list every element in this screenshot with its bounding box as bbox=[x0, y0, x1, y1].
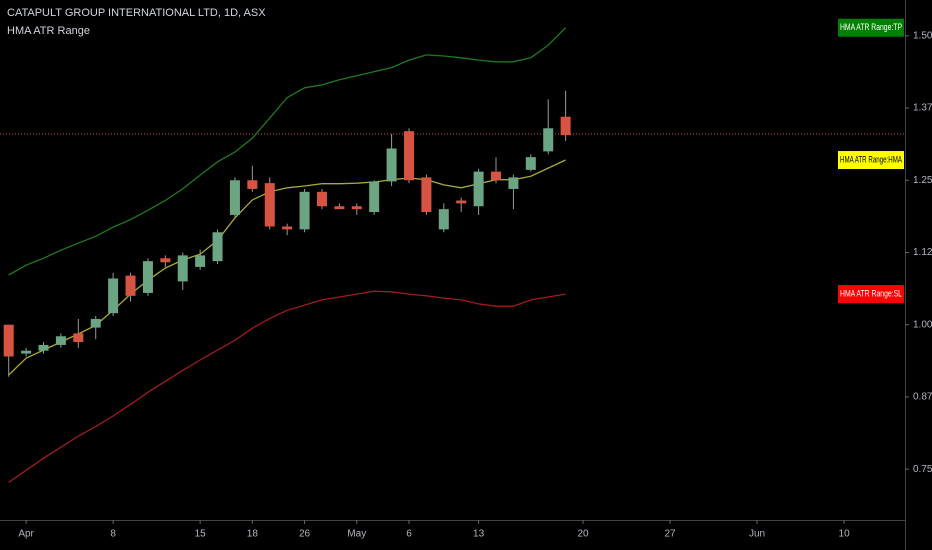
x-tick-label: 15 bbox=[195, 529, 207, 540]
candle-body bbox=[438, 209, 449, 230]
indicator-label-box bbox=[838, 151, 904, 170]
candle-body bbox=[456, 200, 467, 204]
candle-body bbox=[316, 191, 327, 207]
candle-body bbox=[195, 255, 206, 267]
candle-body bbox=[73, 333, 84, 343]
x-tick-label: Jun bbox=[749, 529, 765, 540]
indicator-line bbox=[8, 159, 566, 376]
candle-body bbox=[473, 171, 484, 207]
candle-body bbox=[525, 157, 536, 170]
y-tick-label: 1.250 bbox=[913, 175, 932, 186]
indicator-label: HMA ATR Range:HMA bbox=[840, 154, 902, 164]
x-tick-label: 6 bbox=[406, 529, 412, 540]
candle-body bbox=[177, 255, 188, 282]
y-tick-label: 0.750 bbox=[913, 464, 932, 475]
candle-body bbox=[351, 206, 362, 210]
candle-body bbox=[299, 191, 310, 230]
candle-body bbox=[369, 181, 380, 213]
candle-body bbox=[491, 171, 502, 181]
x-tick-label: 18 bbox=[247, 529, 259, 540]
x-tick-label: 10 bbox=[839, 529, 851, 540]
candle-body bbox=[125, 275, 136, 296]
candle-body bbox=[229, 180, 240, 215]
y-tick-label: 0.875 bbox=[913, 392, 932, 403]
indicator-line bbox=[8, 27, 567, 276]
candle-body bbox=[508, 177, 519, 189]
x-tick-label: 20 bbox=[577, 529, 589, 540]
x-tick-label: 8 bbox=[110, 529, 116, 540]
x-tick-label: Apr bbox=[18, 529, 34, 540]
candle-body bbox=[160, 258, 171, 263]
candle-body bbox=[543, 128, 554, 152]
y-tick-label: 1.375 bbox=[913, 103, 932, 114]
candle-body bbox=[282, 226, 293, 230]
candle-body bbox=[90, 318, 101, 328]
candle-body bbox=[21, 350, 32, 354]
candle-body bbox=[421, 177, 432, 213]
candle-body bbox=[212, 232, 223, 262]
candle-body bbox=[264, 183, 275, 227]
candle-body bbox=[386, 148, 397, 182]
candle-body bbox=[3, 324, 14, 357]
indicator-label-box bbox=[838, 18, 904, 37]
candle-body bbox=[142, 261, 153, 293]
y-tick-label: 1.500 bbox=[913, 30, 932, 41]
y-tick-label: 1.125 bbox=[913, 247, 932, 258]
indicator-label: HMA ATR Range:SL bbox=[840, 288, 902, 298]
x-tick-label: 26 bbox=[299, 529, 311, 540]
candle-body bbox=[55, 336, 66, 345]
x-tick-label: 27 bbox=[664, 529, 676, 540]
indicator-line bbox=[8, 290, 566, 483]
y-tick-label: 1.000 bbox=[913, 319, 932, 330]
candle-body bbox=[560, 116, 571, 136]
candle-body bbox=[38, 344, 49, 351]
candle-body bbox=[247, 180, 258, 189]
chart-title: CATAPULT GROUP INTERNATIONAL LTD, 1D, AS… bbox=[7, 7, 266, 19]
candle-body bbox=[108, 278, 119, 314]
candle-body bbox=[403, 131, 414, 181]
indicator-label-box bbox=[838, 285, 904, 304]
x-tick-label: 13 bbox=[473, 529, 485, 540]
indicator-name: HMA ATR Range bbox=[7, 25, 90, 37]
candle-body bbox=[334, 206, 345, 210]
x-tick-label: May bbox=[347, 529, 366, 540]
indicator-label: HMA ATR Range:TP bbox=[840, 22, 902, 32]
